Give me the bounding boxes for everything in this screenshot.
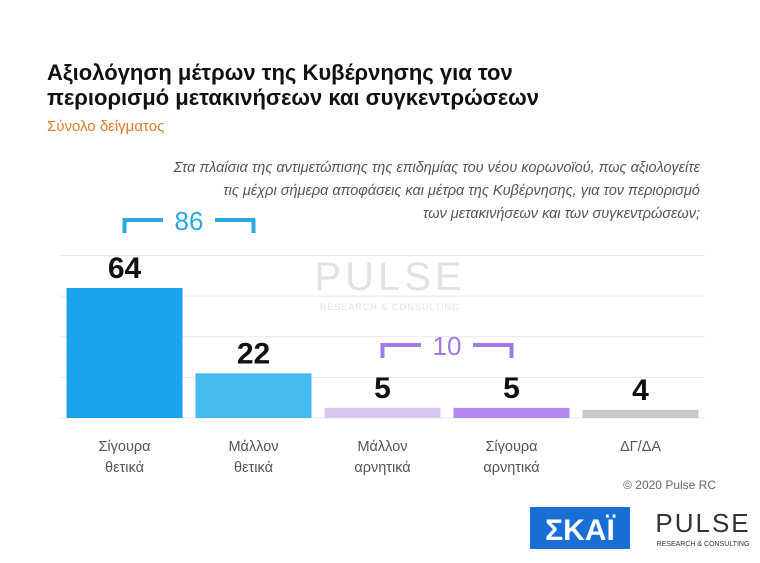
logo-tagline: RESEARCH & CONSULTING bbox=[657, 541, 750, 548]
bracket-label: 86 bbox=[175, 206, 204, 236]
logo-box bbox=[530, 507, 630, 549]
chart-title: περιορισμό μετακινήσεων και συγκεντρώσεω… bbox=[47, 85, 539, 110]
bar bbox=[195, 373, 312, 418]
logo: PULSE bbox=[655, 508, 750, 538]
value-label: 5 bbox=[374, 372, 391, 405]
logo: ΣΚΑΪ bbox=[545, 514, 615, 547]
x-tick-label: Μάλλον bbox=[357, 439, 407, 455]
bar bbox=[453, 407, 570, 418]
x-tick-label: θετικά bbox=[105, 460, 144, 476]
bracket bbox=[122, 218, 256, 233]
copyright: © 2020 Pulse RC bbox=[623, 478, 716, 492]
value-label: 22 bbox=[237, 337, 270, 370]
question: των μετακινήσεων και των συγκεντρώσεων; bbox=[423, 206, 700, 222]
bar bbox=[582, 409, 699, 418]
x-tick-label: Μάλλον bbox=[228, 439, 278, 455]
bracket bbox=[380, 343, 514, 358]
value-label: 5 bbox=[503, 372, 520, 405]
x-tick-label: ΔΓ/ΔΑ bbox=[620, 439, 661, 455]
value-label: 4 bbox=[632, 374, 649, 407]
x-tick-label: αρνητικά bbox=[483, 460, 539, 476]
x-tick-label: Σίγουρα bbox=[485, 439, 537, 455]
watermark-tagline: RESEARCH & CONSULTING bbox=[320, 302, 460, 312]
x-tick-label: Σίγουρα bbox=[98, 439, 150, 455]
x-tick-label: θετικά bbox=[234, 460, 273, 476]
value-label: 64 bbox=[108, 252, 142, 285]
question: τις μέχρι σήμερα αποφάσεις και μέτρα της… bbox=[223, 183, 700, 199]
bar bbox=[324, 407, 441, 418]
chart-subtitle: Σύνολο δείγματος bbox=[47, 118, 164, 135]
watermark: PULSE bbox=[314, 255, 465, 299]
bracket-label: 10 bbox=[433, 331, 462, 361]
x-tick-label: αρνητικά bbox=[354, 460, 410, 476]
chart-title: Αξιολόγηση μέτρων της Κυβέρνησης για τον bbox=[47, 60, 513, 85]
bar bbox=[66, 288, 183, 418]
question: Στα πλαίσια της αντιμετώπισης της επιδημ… bbox=[173, 160, 701, 176]
